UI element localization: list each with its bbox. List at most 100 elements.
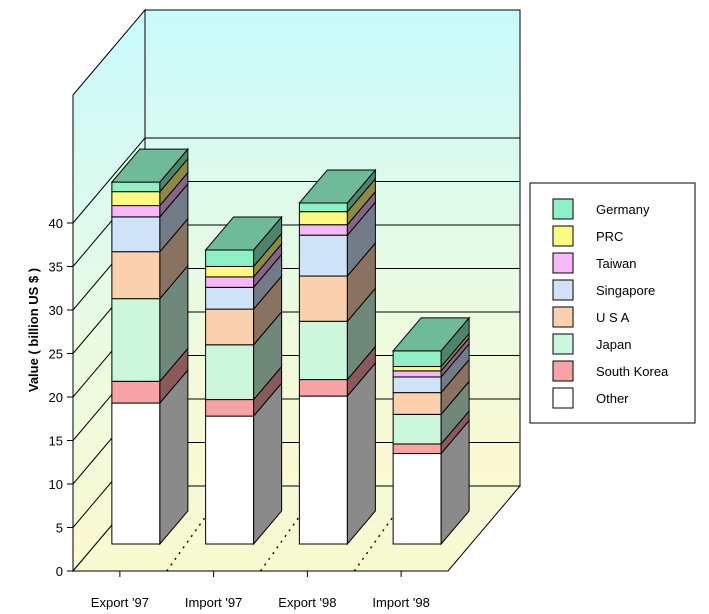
floor-divider: [166, 514, 208, 572]
bar-segment: [392, 419, 470, 546]
bar-front: [298, 211, 348, 226]
bar-segment: [298, 361, 376, 546]
bar-front: [392, 366, 442, 372]
bar-front: [111, 251, 161, 300]
legend-box: [529, 182, 696, 424]
bar-segment: [111, 182, 189, 254]
bar-segment: [205, 215, 283, 268]
y-tick-label: 40: [49, 216, 63, 231]
bar-front: [111, 402, 161, 545]
y-tick-label: 30: [49, 303, 63, 318]
bar-front: [205, 344, 255, 401]
bar-segment: [392, 380, 470, 446]
bar-top: [298, 169, 377, 204]
bars: [110, 147, 471, 546]
bar-top: [392, 317, 471, 352]
bar-front: [205, 276, 255, 288]
bar-front: [392, 443, 442, 455]
floor-divider: [259, 514, 302, 572]
y-tick-label: 20: [49, 390, 63, 405]
x-tick-label: Import '98: [372, 595, 429, 610]
legend-swatch: [552, 198, 574, 220]
bar-stack: [298, 168, 377, 546]
bar-front: [392, 350, 442, 368]
bar-segment: [205, 252, 283, 311]
bar-front: [392, 370, 442, 378]
legend-label: Taiwan: [596, 256, 636, 271]
legend-label: South Korea: [596, 364, 669, 379]
y-tick-label: 15: [49, 434, 63, 449]
gridline: [72, 137, 520, 224]
legend-label: Japan: [596, 337, 631, 352]
y-tick-label: 10: [49, 477, 63, 492]
bar-front: [205, 265, 255, 278]
bar-front: [111, 181, 161, 193]
y-tick-label: 0: [56, 564, 63, 579]
y-axis-label: Value ( billion US $ ): [26, 268, 41, 392]
bar-front: [205, 249, 255, 267]
bar-front: [298, 275, 348, 322]
bar-front: [298, 224, 348, 236]
bar-front: [298, 202, 348, 213]
y-tick-label: 35: [49, 260, 63, 275]
bar-stack: [204, 215, 283, 546]
bar-front: [205, 399, 255, 417]
bar-front: [111, 191, 161, 207]
bar-segment: [111, 264, 189, 383]
bar-stack: [392, 316, 471, 546]
bar-segment: [298, 345, 376, 398]
legend-label: Germany: [596, 202, 650, 217]
legend: Germany PRC Taiwan Singapore U S A Japan South…: [529, 182, 696, 424]
bar-segment: [205, 381, 283, 546]
y-tick-label: 5: [56, 521, 63, 536]
bar-front: [298, 234, 348, 277]
bar-segment: [111, 368, 189, 546]
legend-label: PRC: [596, 229, 623, 244]
bar-segment: [298, 286, 376, 381]
bar-segment: [205, 310, 283, 401]
y-tick-label: 25: [49, 347, 63, 362]
x-tick-label: Export '98: [278, 595, 336, 610]
bar-front: [205, 415, 255, 545]
legend-swatch: [552, 306, 574, 328]
bar-segment: [111, 346, 189, 405]
bar-front: [392, 453, 442, 545]
bar-front: [205, 308, 255, 346]
bar-front: [392, 376, 442, 394]
bar-front: [392, 413, 442, 445]
bar-front: [298, 395, 348, 545]
bar-top: [110, 148, 189, 183]
legend-label: Singapore: [596, 283, 655, 298]
legend-label: U S A: [596, 310, 630, 325]
bar-segment: [298, 241, 376, 323]
legend-swatch: [552, 225, 574, 247]
bar-front: [298, 320, 348, 381]
bar-segment: [392, 358, 470, 416]
x-tick-label: Export '97: [91, 595, 149, 610]
legend-swatch: [552, 252, 574, 274]
legend-swatch: [552, 360, 574, 382]
bar-segment: [298, 200, 376, 278]
bar-stack: [110, 147, 189, 546]
bar-segment: [205, 274, 283, 347]
x-tick-label: Import '97: [185, 595, 242, 610]
legend-swatch: [552, 333, 574, 355]
bar-front: [392, 392, 442, 415]
bar-segment: [298, 177, 376, 227]
legend-swatch: [552, 279, 574, 301]
bar-segment: [111, 157, 189, 207]
legend-swatch: [552, 387, 574, 409]
bar-front: [298, 379, 348, 397]
bar-segment: [111, 217, 189, 301]
bar-front: [205, 286, 255, 310]
x-tick-labels: Export '97 Import '97 Export '98 Import '98: [91, 514, 430, 610]
legend-label: Other: [596, 391, 629, 406]
bar-front: [111, 298, 161, 382]
floor-divider: [353, 514, 395, 572]
bar-front: [111, 216, 161, 253]
bar-front: [111, 205, 161, 218]
bar-top: [204, 216, 283, 251]
bar-front: [111, 380, 161, 404]
